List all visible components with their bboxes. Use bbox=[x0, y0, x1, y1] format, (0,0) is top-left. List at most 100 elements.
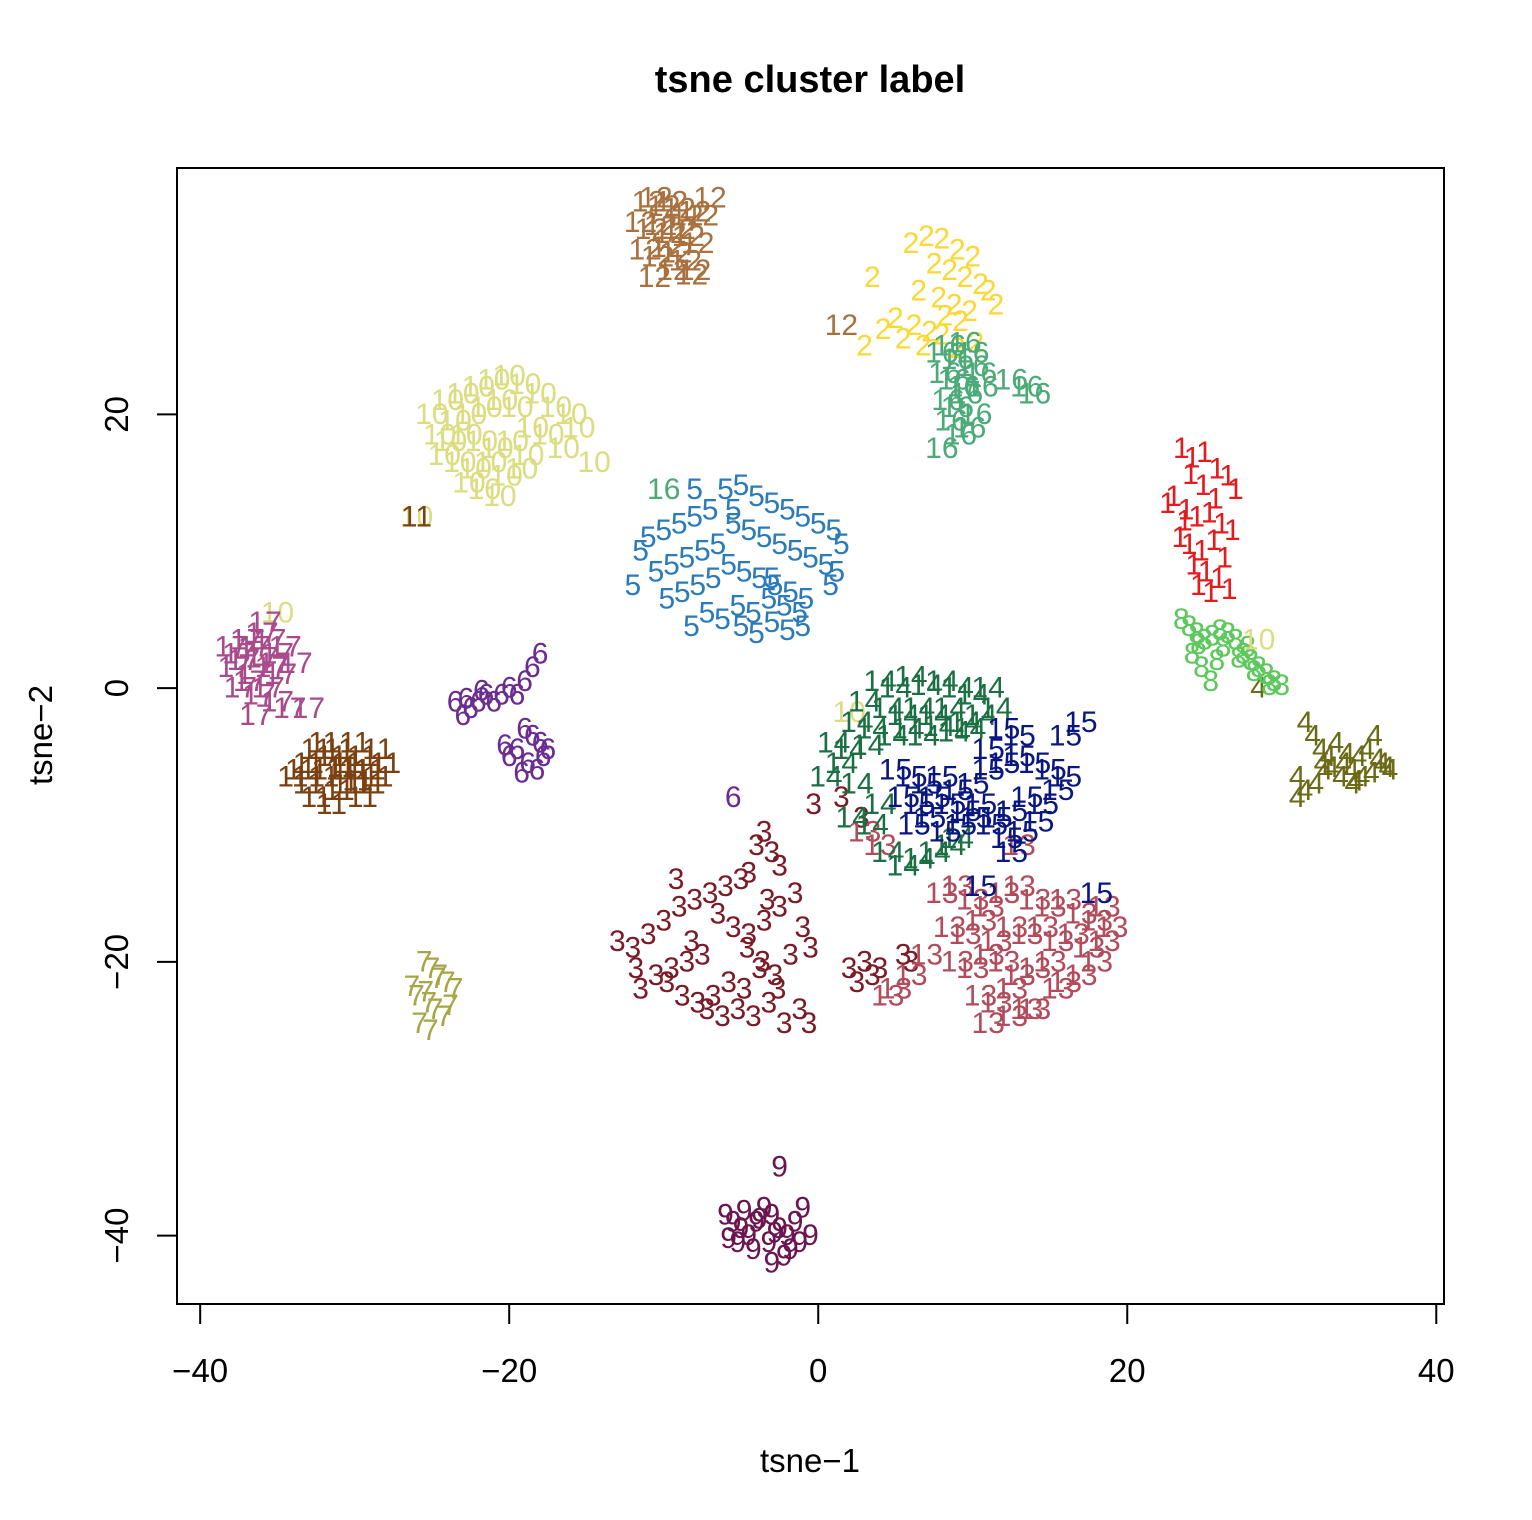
cluster-3-point: 3 bbox=[632, 973, 649, 1006]
cluster-13-point: 13 bbox=[972, 1007, 1005, 1040]
cluster-3-point: 3 bbox=[725, 911, 742, 944]
cluster-1-point: 1 bbox=[1178, 494, 1195, 527]
cluster-17-point: 17 bbox=[292, 692, 325, 725]
cluster-10-point: 10 bbox=[443, 446, 476, 479]
cluster-9-point: 9 bbox=[725, 1205, 742, 1238]
cluster-4-point: 4 bbox=[1317, 754, 1334, 787]
cluster-3-point: 3 bbox=[801, 1007, 818, 1040]
cluster-11-point: 11 bbox=[327, 751, 358, 784]
cluster-15-point: 15 bbox=[1049, 720, 1082, 753]
cluster-5-point: 5 bbox=[748, 617, 765, 650]
cluster-13-point: 13 bbox=[964, 904, 997, 937]
cluster-8-point: 8 bbox=[1250, 651, 1267, 684]
cluster-14-point: 14 bbox=[941, 672, 974, 705]
cluster-14-point: 14 bbox=[840, 767, 873, 800]
cluster-12-point: 12 bbox=[675, 258, 708, 291]
cluster-7-point: 7 bbox=[416, 945, 433, 978]
cluster-2-point: 2 bbox=[915, 329, 932, 362]
cluster-6-point: 6 bbox=[496, 729, 513, 762]
cluster-2-point: 2 bbox=[941, 254, 958, 287]
cluster-17-point: 17 bbox=[261, 685, 294, 718]
cluster-11-point: 11 bbox=[285, 754, 316, 787]
cluster-15-point: 15 bbox=[894, 761, 927, 794]
cluster-6-point: 6 bbox=[509, 678, 526, 711]
cluster-11-point: 11 bbox=[355, 767, 386, 800]
cluster-14-point: 14 bbox=[917, 836, 950, 869]
cluster-13-point: 13 bbox=[995, 973, 1028, 1006]
cluster-9-point: 9 bbox=[771, 1212, 788, 1245]
cluster-3-point: 3 bbox=[802, 932, 819, 965]
cluster-12-point: 12 bbox=[650, 231, 683, 264]
cluster-2-point: 2 bbox=[964, 240, 981, 273]
cluster-3-point: 3 bbox=[764, 836, 781, 869]
cluster-5-point: 5 bbox=[764, 487, 781, 520]
cluster-11-point: 11 bbox=[277, 761, 308, 794]
cluster-16-point: 16 bbox=[956, 336, 989, 369]
cluster-9-point: 9 bbox=[794, 1192, 811, 1225]
cluster-2-point: 2 bbox=[933, 318, 950, 351]
cluster-3-point: 3 bbox=[745, 1000, 762, 1033]
cluster-3-point: 3 bbox=[739, 932, 756, 965]
cluster-3-point: 3 bbox=[751, 952, 768, 985]
cluster-10-point: 10 bbox=[511, 439, 544, 472]
cluster-13-point: 13 bbox=[863, 829, 896, 862]
cluster-8-point: 8 bbox=[1212, 614, 1229, 647]
cluster-4-point: 4 bbox=[1366, 720, 1383, 753]
cluster-13-point: 13 bbox=[995, 1000, 1028, 1033]
cluster-5-point: 5 bbox=[733, 610, 750, 643]
cluster-4-point: 4 bbox=[1332, 761, 1349, 794]
cluster-7-point: 7 bbox=[421, 986, 438, 1019]
cluster-12-point: 12 bbox=[825, 309, 858, 342]
cluster-14-point: 14 bbox=[832, 733, 865, 766]
cluster-17-point: 17 bbox=[245, 641, 278, 674]
cluster-6-point: 6 bbox=[529, 754, 546, 787]
cluster-6-point: 6 bbox=[535, 740, 552, 773]
cluster-16-point: 16 bbox=[931, 384, 964, 417]
cluster-9-point: 9 bbox=[720, 1222, 737, 1255]
cluster-15-point: 15 bbox=[897, 808, 930, 841]
cluster-1-point: 1 bbox=[1184, 442, 1201, 475]
cluster-17-point: 17 bbox=[233, 665, 266, 698]
cluster-5-point: 5 bbox=[794, 610, 811, 643]
cluster-5-point: 5 bbox=[686, 501, 703, 534]
cluster-6-point: 6 bbox=[501, 672, 518, 705]
cluster-7-point: 7 bbox=[408, 980, 425, 1013]
cluster-4-point: 4 bbox=[1344, 767, 1361, 800]
cluster-6-point: 6 bbox=[524, 651, 541, 684]
cluster-14-point: 14 bbox=[933, 829, 966, 862]
cluster-7-point: 7 bbox=[436, 1000, 453, 1033]
cluster-6-point: 6 bbox=[478, 678, 495, 711]
cluster-3-point: 3 bbox=[740, 856, 757, 889]
cluster-3-point: 3 bbox=[853, 802, 870, 835]
cluster-5-point: 5 bbox=[714, 603, 731, 636]
cluster-13-point: 13 bbox=[1095, 911, 1128, 944]
cluster-14-point: 14 bbox=[879, 672, 912, 705]
cluster-4-point: 4 bbox=[1250, 672, 1267, 705]
cluster-8-point: 8 bbox=[1202, 665, 1219, 698]
cluster-10-point: 10 bbox=[832, 696, 865, 729]
cluster-5-point: 5 bbox=[709, 528, 726, 561]
cluster-3-point: 3 bbox=[709, 897, 726, 930]
cluster-14-point: 14 bbox=[848, 685, 881, 718]
cluster-15-point: 15 bbox=[959, 802, 992, 835]
cluster-2-point: 2 bbox=[946, 288, 963, 321]
x-tick-label: 40 bbox=[1418, 1352, 1455, 1389]
cluster-5-point: 5 bbox=[733, 469, 750, 502]
cluster-5-point: 5 bbox=[825, 514, 842, 547]
cluster-10-series: 1010101010101010101010101010101010101010… bbox=[261, 360, 1276, 730]
cluster-14-series: 1414141414141414141414141414141414141414… bbox=[809, 661, 1012, 883]
cluster-1-point: 1 bbox=[1182, 458, 1199, 491]
cluster-15-point: 15 bbox=[879, 754, 912, 787]
cluster-13-point: 13 bbox=[1049, 966, 1082, 999]
cluster-8-point: 8 bbox=[1258, 658, 1275, 691]
cluster-4-point: 4 bbox=[1338, 737, 1355, 770]
cluster-12-point: 12 bbox=[662, 193, 695, 226]
cluster-8-point: 8 bbox=[1273, 669, 1290, 702]
cluster-1-point: 1 bbox=[1227, 473, 1244, 506]
cluster-6-point: 6 bbox=[513, 756, 530, 789]
cluster-8-point: 8 bbox=[1215, 631, 1232, 664]
cluster-15-point: 15 bbox=[1041, 774, 1074, 807]
